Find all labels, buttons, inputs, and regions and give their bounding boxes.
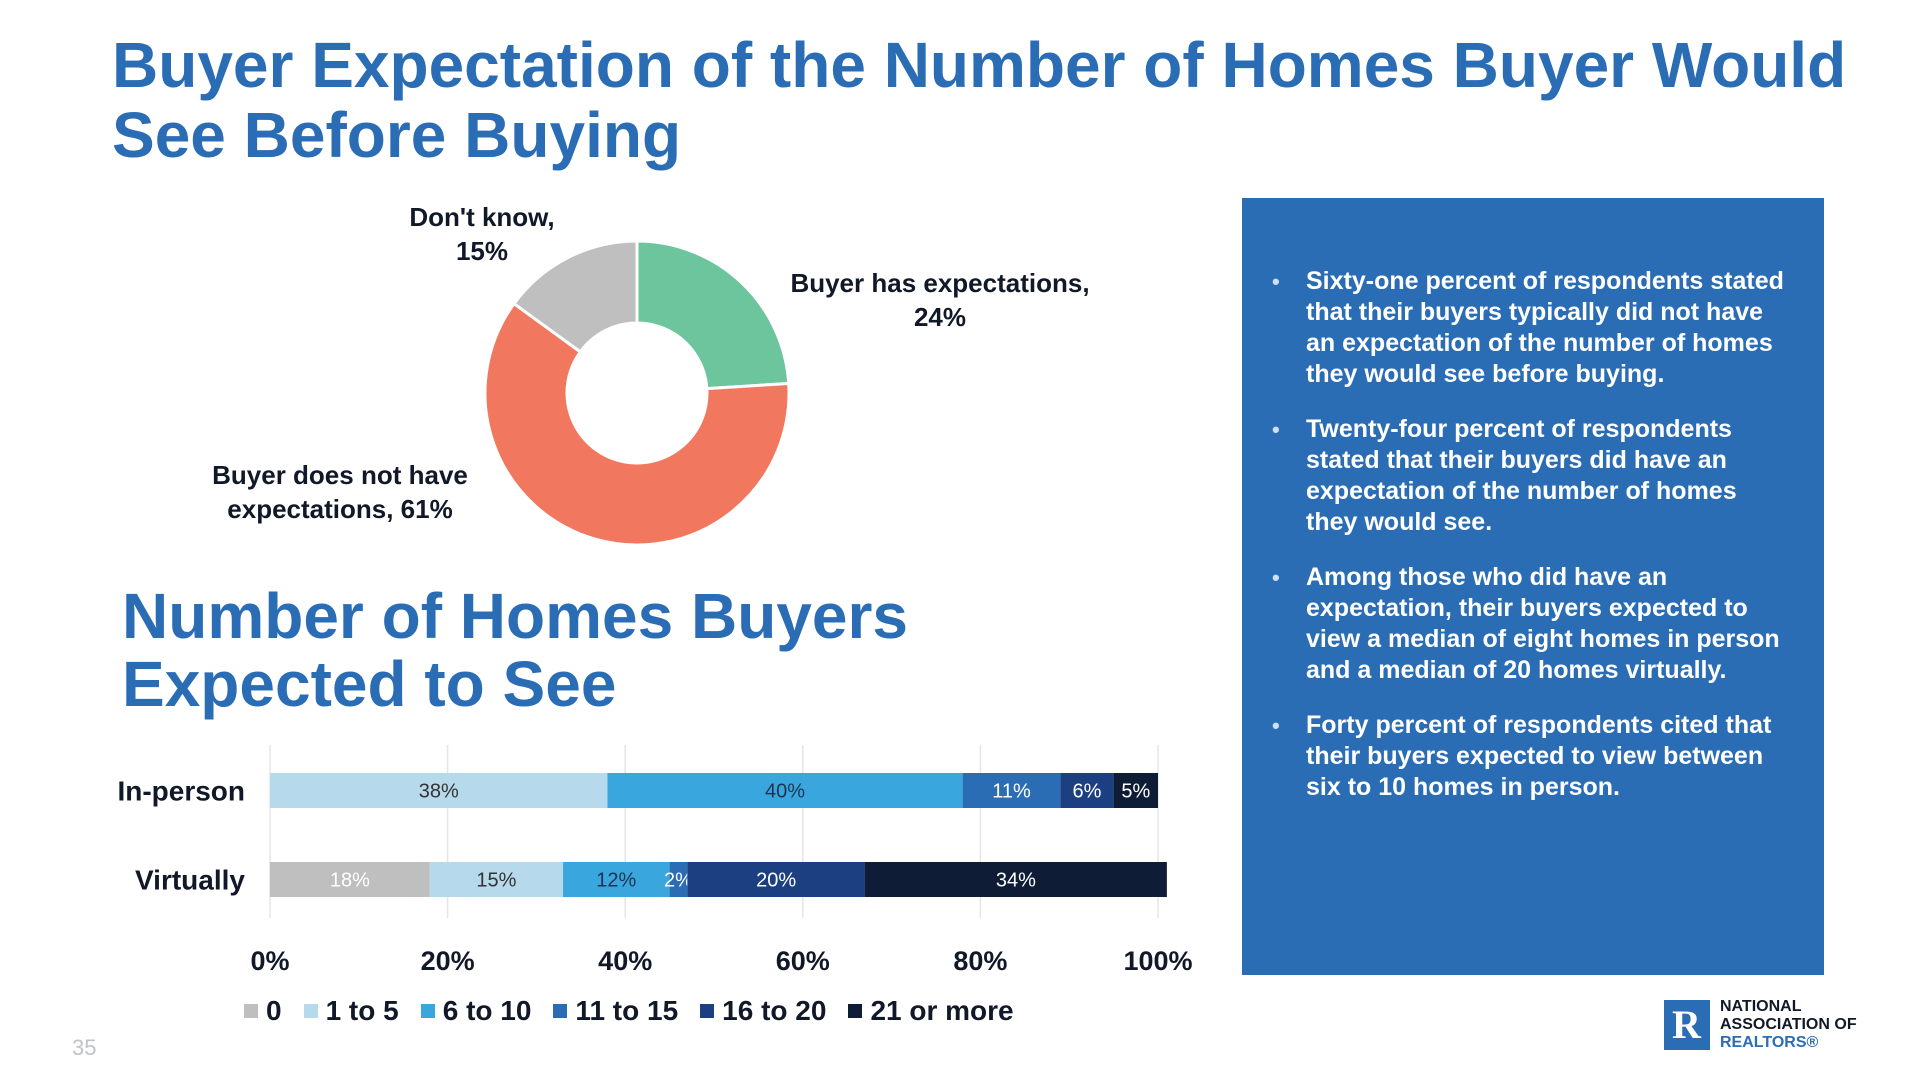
legend-item: 6 to 10 (420, 995, 532, 1027)
bar-data-label: 2% (664, 870, 693, 892)
page-title: Buyer Expectation of the Number of Homes… (112, 29, 1847, 171)
x-tick-label: 0% (250, 946, 289, 976)
summary-bullet: Forty percent of respondents cited that … (1272, 710, 1788, 803)
legend-item: 0 (244, 995, 282, 1027)
bar-chart-title: Number of Homes Buyers Expected to See (122, 580, 908, 720)
bar-segment (669, 862, 688, 897)
summary-bullet: Among those who did have an expectation,… (1272, 562, 1788, 686)
category-label: Virtually (135, 865, 245, 896)
chart-legend: 0 1 to 5 6 to 10 11 to 15 16 to 20 21 or more (244, 995, 1014, 1027)
donut-chart (483, 239, 791, 547)
bar-segment (962, 773, 1061, 808)
bar-data-label: 20% (756, 870, 796, 892)
donut-slice-1 (483, 301, 791, 547)
legend-label: 11 to 15 (575, 995, 679, 1026)
bar-data-label: 34% (996, 870, 1036, 892)
x-tick-label: 80% (953, 946, 1007, 976)
summary-bullets: Sixty-one percent of respondents stated … (1272, 266, 1788, 803)
summary-panel: Sixty-one percent of respondents stated … (1242, 198, 1824, 975)
legend-swatch (244, 1004, 258, 1018)
bar-segment (864, 862, 1167, 897)
donut-slice-0 (635, 239, 791, 391)
legend-label: 16 to 20 (722, 995, 827, 1026)
x-tick-label: 60% (776, 946, 830, 976)
category-label: In-person (117, 776, 245, 807)
legend-label: 21 or more (870, 995, 1014, 1026)
x-tick-label: 20% (421, 946, 475, 976)
legend-item: 11 to 15 (553, 995, 678, 1027)
legend-item: 1 to 5 (303, 995, 399, 1027)
donut-label-no-expectations: Buyer does not have expectations, 61% (212, 460, 468, 524)
summary-bullet: Twenty-four percent of respondents state… (1272, 414, 1788, 538)
x-tick-label: 100% (1123, 946, 1192, 976)
realtor-r-icon: R (1664, 1000, 1710, 1050)
legend-item: 21 or more (848, 995, 1014, 1027)
bar-segment (1060, 773, 1114, 808)
bar-segment (1113, 773, 1158, 808)
donut-label-has-expectations: Buyer has expectations, 24% (790, 268, 1090, 332)
stacked-bar-chart: 0% 20% 40% 60% 80% 100% In-person 38% 40% 11% 6% 5%… (117, 745, 1193, 976)
bar-segment (429, 862, 564, 897)
nar-logo: R NATIONAL ASSOCIATION OF REALTORS® (1664, 998, 1857, 1052)
legend-swatch (303, 1004, 318, 1018)
summary-bullet: Sixty-one percent of respondents stated … (1272, 266, 1788, 390)
legend-item: 16 to 20 (700, 995, 826, 1027)
bar-segment (687, 862, 865, 897)
x-tick-label: 40% (598, 946, 652, 976)
donut-slice-2 (511, 239, 639, 354)
bar-data-label: 40% (765, 781, 805, 803)
bar-data-label: 38% (419, 781, 459, 803)
bar-data-label: 12% (596, 870, 636, 892)
bar-data-label: 5% (1121, 781, 1150, 803)
donut-label-dont-know: Don't know, 15% (409, 202, 555, 266)
legend-swatch (848, 1004, 863, 1018)
legend-swatch (700, 1004, 715, 1018)
logo-text: NATIONAL ASSOCIATION OF REALTORS® (1720, 998, 1857, 1051)
page-number: 35 (72, 1035, 97, 1060)
legend-label: 0 (266, 995, 282, 1026)
bar-segment (270, 862, 430, 897)
bar-segment (563, 862, 670, 897)
legend-label: 6 to 10 (442, 995, 532, 1026)
legend-label: 1 to 5 (325, 995, 399, 1026)
bar-data-label: 11% (992, 781, 1031, 803)
bar-segment (607, 773, 963, 808)
legend-swatch (553, 1004, 568, 1018)
bar-segment (270, 773, 608, 808)
bar-data-label: 6% (1073, 781, 1102, 803)
bar-data-label: 18% (330, 870, 370, 892)
legend-swatch (420, 1004, 435, 1018)
bar-data-label: 15% (476, 870, 516, 892)
